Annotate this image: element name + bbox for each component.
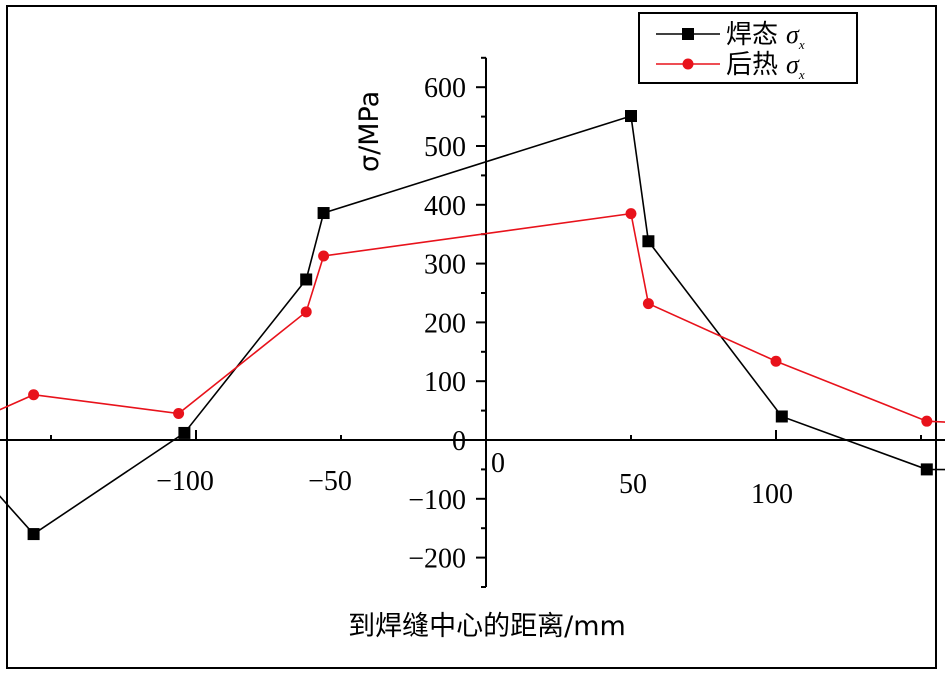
x-tick-label: 50 xyxy=(619,469,647,500)
y-tick-label: 400 xyxy=(424,191,466,222)
x-tick-label: 100 xyxy=(751,479,793,510)
data-point xyxy=(920,463,933,476)
series-1 xyxy=(0,208,945,427)
legend-marker xyxy=(682,28,694,40)
y-tick-label: 100 xyxy=(424,367,466,398)
x-tick-label: 0 xyxy=(491,448,505,479)
data-point xyxy=(770,355,782,367)
data-point xyxy=(642,298,654,310)
data-point xyxy=(317,207,330,220)
data-point xyxy=(921,415,933,427)
legend-entry-1: 后热 σx xyxy=(656,50,805,82)
x-axis-label: 到焊缝中心的距离/mm xyxy=(348,611,626,642)
legend-box xyxy=(638,12,858,84)
data-point xyxy=(318,250,330,262)
data-point xyxy=(178,426,191,439)
series-0 xyxy=(0,110,945,541)
y-tick-label: −200 xyxy=(408,544,466,575)
y-tick-label: 500 xyxy=(424,132,466,163)
series-layer xyxy=(0,110,945,541)
tick-labels: −100 −50 0 50 100 −200 −100 0 100 200 300 400 500 600 xyxy=(156,73,793,574)
axes xyxy=(0,56,945,588)
data-point xyxy=(27,528,40,541)
data-point xyxy=(625,110,637,123)
y-tick-label: 200 xyxy=(424,308,466,339)
data-point xyxy=(642,235,655,248)
y-tick-label: −100 xyxy=(408,485,466,516)
y-tick-label: 600 xyxy=(424,73,466,104)
y-tick-label: 0 xyxy=(452,426,466,457)
legend-entry-0: 焊态 σx xyxy=(656,20,805,52)
x-tick-label: −50 xyxy=(308,466,352,497)
data-point xyxy=(625,208,637,220)
legend-label: 焊态 σx xyxy=(726,20,805,52)
x-tick-label: −100 xyxy=(156,466,214,497)
y-tick-label: 300 xyxy=(424,250,466,281)
series-line xyxy=(0,114,945,536)
data-point xyxy=(28,389,40,401)
data-point xyxy=(300,273,313,286)
data-point xyxy=(173,408,185,420)
chart-frame xyxy=(6,5,937,669)
data-point xyxy=(775,410,788,423)
data-point xyxy=(300,306,312,318)
legend-marker xyxy=(682,58,694,70)
series-line xyxy=(0,212,945,423)
legend-label: 后热 σx xyxy=(726,50,805,82)
y-axis-label: σ/MPa xyxy=(354,91,385,172)
